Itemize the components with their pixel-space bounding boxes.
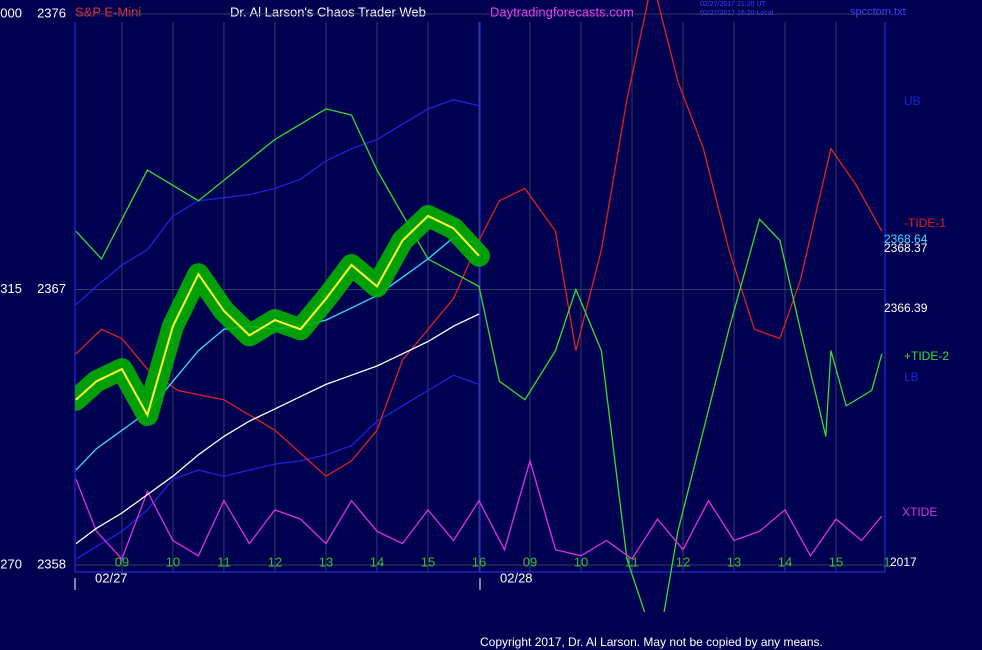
series-line — [75, 214, 480, 418]
series-line — [75, 108, 883, 612]
y2-tick-label: 270 — [0, 556, 22, 571]
y-tick-label: 2367 — [37, 281, 66, 296]
website: Daytradingforecasts.com — [490, 4, 634, 19]
x-tick-label: 11 — [217, 554, 231, 569]
plot-area — [75, 0, 885, 612]
annotation: XTIDE — [902, 505, 937, 519]
x-tick-label: 09 — [115, 554, 129, 569]
series-line — [75, 374, 480, 560]
annotation: LB — [904, 370, 919, 384]
series-line — [75, 313, 480, 545]
x-tick-label: 16 — [472, 554, 486, 569]
annotation: +TIDE-2 — [904, 349, 949, 363]
x-tick-label: 1 — [883, 554, 890, 569]
x-tick-label: 13 — [319, 554, 333, 569]
timestamp: 02/27/2017 21:20 UT — [700, 1, 766, 8]
instrument: S&P E-Mini — [75, 4, 141, 19]
x-tick-label: 12 — [268, 554, 282, 569]
timestamp: 02/27/2017 16:20 Local — [700, 10, 774, 17]
date-label: 02/27 — [95, 570, 128, 585]
series-line — [75, 0, 883, 478]
annotation: UB — [904, 94, 921, 108]
annotation: 2017 — [890, 555, 917, 569]
date-label: 02/28 — [500, 570, 533, 585]
x-tick-label: 11 — [625, 554, 639, 569]
x-tick-label: 13 — [727, 554, 741, 569]
x-tick-label: 15 — [829, 554, 843, 569]
x-tick-label: 10 — [574, 554, 588, 569]
annotation: 2366.39 — [884, 301, 928, 315]
x-tick-label: 12 — [676, 554, 690, 569]
y2-tick-label: 315 — [0, 281, 22, 296]
grid — [75, 13, 885, 572]
x-tick-label: 14 — [370, 554, 384, 569]
annotation: -TIDE-1 — [904, 216, 946, 230]
filename: spcctom.txt — [850, 6, 906, 18]
x-tick-label: 14 — [778, 554, 792, 569]
annotation: 2368.64 — [884, 232, 928, 246]
series-line — [75, 458, 883, 561]
x-tick-label: 10 — [166, 554, 180, 569]
y-tick-label: 2376 — [37, 5, 66, 20]
y-tick-label: 2358 — [37, 556, 66, 571]
y2-tick-label: 000 — [0, 5, 22, 20]
copyright: Copyright 2017, Dr. Al Larson. May not b… — [480, 635, 823, 649]
series-line — [75, 99, 480, 306]
chart-title: Dr. Al Larson's Chaos Trader Web — [230, 4, 426, 19]
x-tick-label: 15 — [421, 554, 435, 569]
annotation: 2368.37 — [884, 241, 928, 255]
x-tick-label: 09 — [523, 554, 537, 569]
